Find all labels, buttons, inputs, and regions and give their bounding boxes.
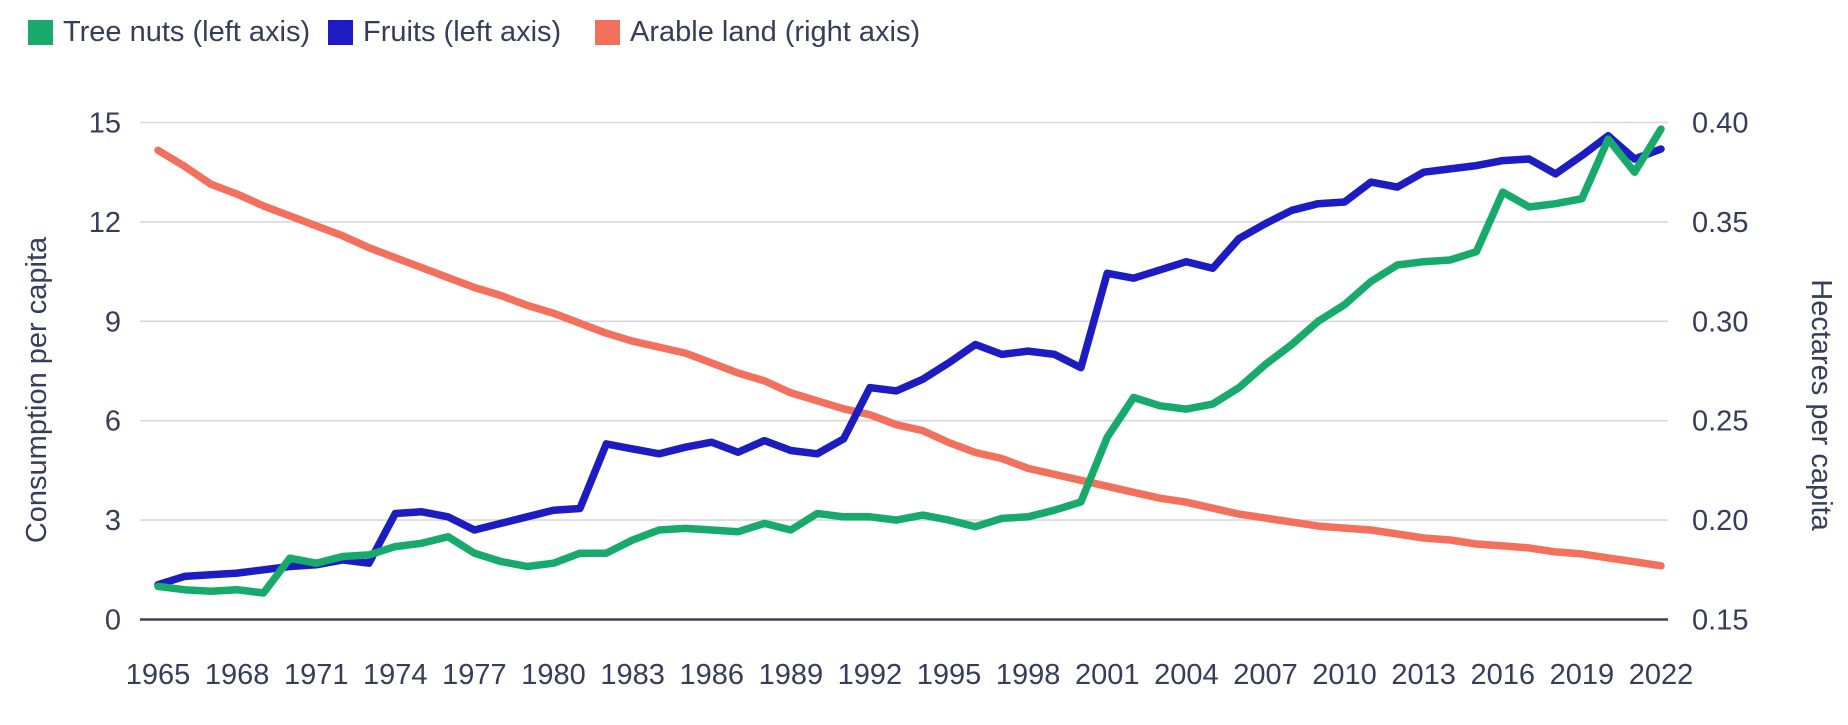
right-axis-tick-label: 0.40 xyxy=(1692,108,1748,140)
left-axis-tick-label: 6 xyxy=(105,406,121,438)
legend-item-tree-nuts: Tree nuts (left axis) xyxy=(28,17,310,47)
right-axis-tick-label: 0.35 xyxy=(1692,207,1748,239)
x-axis-tick-label: 2013 xyxy=(1391,659,1456,691)
series-line-arable-land-right-axis xyxy=(154,146,1665,570)
x-axis-tick-label: 1992 xyxy=(838,659,903,691)
left-axis-title: Consumption per capita xyxy=(21,236,53,543)
gridlines-layer xyxy=(140,121,1668,621)
x-axis-tick-label: 1989 xyxy=(759,659,824,691)
series-line-tree-nuts-left-axis xyxy=(154,125,1665,597)
tick-labels-layer: 0 0.15 3 0.20 6 0.25 9 0.30 12 0.35 15 0.40 1965 1968… xyxy=(89,108,1749,691)
x-axis-tick-label: 1968 xyxy=(205,659,270,691)
legend-label: Tree nuts (left axis) xyxy=(63,16,311,48)
x-axis-tick-label: 2016 xyxy=(1471,659,1536,691)
left-axis-tick-label: 9 xyxy=(105,306,121,338)
x-axis-tick-label: 1998 xyxy=(996,659,1061,691)
x-axis-tick-label: 1980 xyxy=(521,659,586,691)
right-axis-tick-label: 0.15 xyxy=(1692,605,1748,637)
legend-label: Fruits (left axis) xyxy=(363,16,562,48)
right-axis-tick-label: 0.25 xyxy=(1692,406,1748,438)
left-axis-tick-label: 15 xyxy=(89,108,121,140)
legend-item-fruits: Fruits (left axis) xyxy=(328,17,561,47)
x-axis-tick-label: 1974 xyxy=(363,659,428,691)
x-axis-tick-label: 1965 xyxy=(126,659,191,691)
x-axis-tick-label: 1995 xyxy=(917,659,982,691)
tree-nuts-swatch-icon xyxy=(28,19,53,45)
legend-item-arable-land: Arable land (right axis) xyxy=(595,17,920,47)
legend-label: Arable land (right axis) xyxy=(630,16,921,48)
right-axis-tick-label: 0.20 xyxy=(1692,505,1748,537)
x-axis-tick-label: 1971 xyxy=(284,659,349,691)
x-axis-tick-label: 2004 xyxy=(1154,659,1219,691)
x-axis-tick-label: 2022 xyxy=(1629,659,1694,691)
x-axis-tick-label: 2019 xyxy=(1550,659,1615,691)
fruits-swatch-icon xyxy=(328,19,353,45)
x-axis-tick-label: 1977 xyxy=(442,659,507,691)
x-axis-tick-label: 1983 xyxy=(600,659,665,691)
arable-land-swatch-icon xyxy=(595,19,620,45)
left-axis-tick-label: 12 xyxy=(89,207,121,239)
x-axis-tick-label: 2007 xyxy=(1233,659,1298,691)
right-axis-tick-label: 0.30 xyxy=(1692,306,1748,338)
x-axis-tick-label: 1986 xyxy=(679,659,744,691)
chart-legend: Tree nuts (left axis) Fruits (left axis)… xyxy=(0,0,1848,60)
right-axis-title: Hectares per capita xyxy=(1805,279,1837,531)
series-layer xyxy=(154,125,1665,597)
left-axis-tick-label: 0 xyxy=(105,605,121,637)
x-axis-tick-label: 2010 xyxy=(1312,659,1377,691)
left-axis-tick-label: 3 xyxy=(105,505,121,537)
series-line-fruits-left-axis xyxy=(154,132,1665,589)
x-axis-tick-label: 2001 xyxy=(1075,659,1140,691)
